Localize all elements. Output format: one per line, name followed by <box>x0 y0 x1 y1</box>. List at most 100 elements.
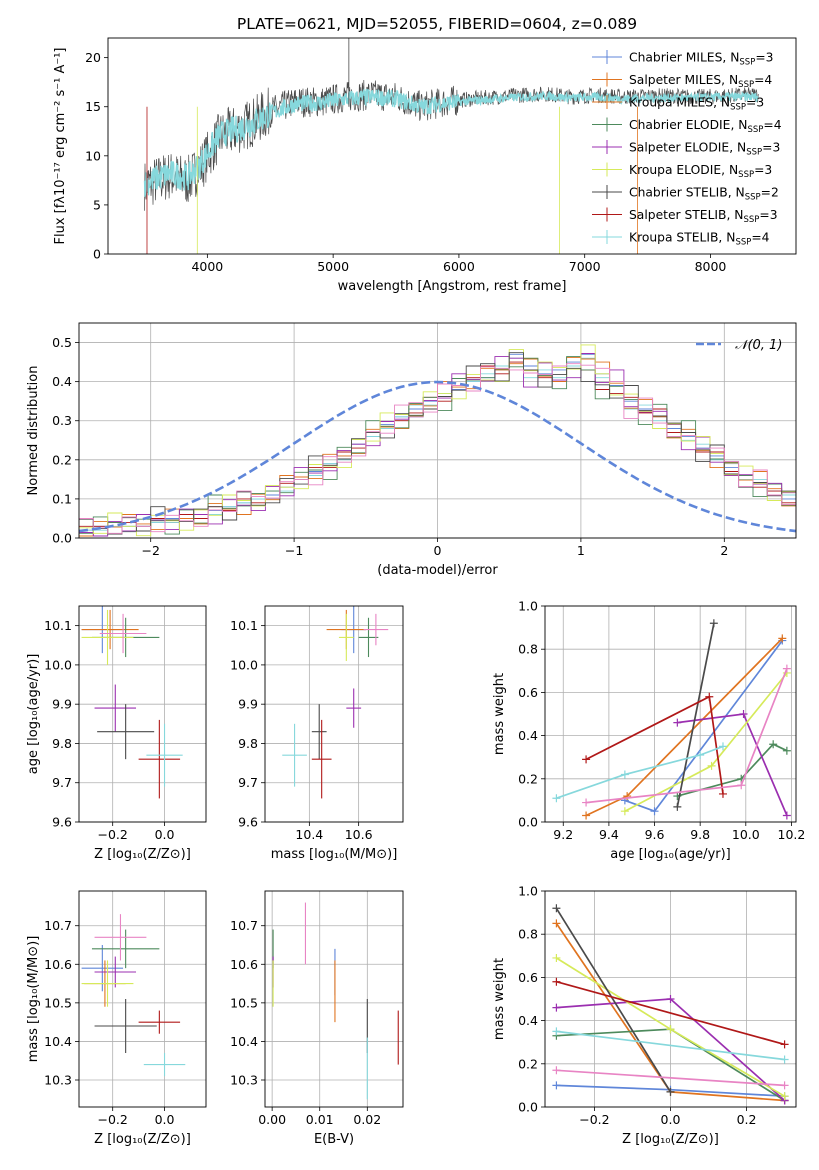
data-point-2 <box>91 929 160 969</box>
x-tick-label: 10.6 <box>345 827 373 842</box>
series-marker <box>552 977 561 986</box>
x-tick-label: 9.2 <box>553 827 573 842</box>
series-marker <box>709 619 718 628</box>
plot-frame <box>78 890 207 1108</box>
series-line-8 <box>556 1030 785 1061</box>
y-tick-label: 0.0 <box>518 1100 538 1115</box>
hist-series-8 <box>79 363 796 538</box>
mass-vs-EBV-axes: 0.00 0.01 0.02 10.3 10.4 10.5 10.6 10.7 E(B-V) <box>230 890 404 1147</box>
legend-label: Kroupa ELODIE, NSSP=3 <box>629 163 772 180</box>
y-tick-label: 0.1 <box>52 491 72 506</box>
legend-label: Chabrier MILES, NSSP=3 <box>629 51 773 68</box>
legend-label: Salpeter STELIB, NSSP=3 <box>629 208 778 225</box>
age-vs-mass-axes: 10.4 10.6 9.6 9.7 9.8 9.9 10.0 10.1 mass [log₁₀(… <box>230 605 404 862</box>
data-point-4 <box>81 609 134 665</box>
legend-label: Kroupa STELIB, NSSP=4 <box>629 231 770 248</box>
data-point-5 <box>94 999 157 1053</box>
y-tick-label: 1.0 <box>518 884 538 899</box>
x-tick-label: 2 <box>720 543 728 558</box>
series-marker <box>778 634 787 643</box>
series-line-5 <box>676 623 715 808</box>
y-axis-label: mass weight <box>492 673 507 755</box>
x-tick-label: 0.01 <box>306 1112 334 1127</box>
x-tick-label: 0 <box>434 543 442 558</box>
data-point-2 <box>358 617 379 658</box>
data-point-8 <box>146 723 183 787</box>
y-tick-label: 9.6 <box>52 815 72 830</box>
mass-weight-vs-age-axes: 9.2 9.4 9.6 9.8 10.0 10.2 0.0 0.2 0.4 0.6 0.8 1.0 ag… <box>492 599 805 863</box>
y-axis-label: age [log₁₀(age/yr)] <box>26 654 41 775</box>
y-tick-label: 10.3 <box>44 1073 72 1088</box>
x-tick-label: 0.2 <box>737 1112 757 1127</box>
y-tick-label: 9.7 <box>52 775 72 790</box>
data-point-1 <box>81 609 139 650</box>
series-marker <box>737 781 746 790</box>
series-marker <box>552 953 561 962</box>
series-marker <box>620 807 629 816</box>
x-tick-label: 4000 <box>191 259 223 274</box>
y-tick-label: 1.0 <box>518 599 538 614</box>
y-tick-label: 9.7 <box>238 775 258 790</box>
series-line-8 <box>556 745 724 800</box>
series-marker <box>673 718 682 727</box>
x-axis-label: Z [log₁₀(Z/Z⊙)] <box>622 1132 719 1147</box>
series-marker <box>552 904 561 913</box>
series-marker <box>582 755 591 764</box>
series-line-6 <box>556 980 785 1046</box>
x-tick-label: 9.4 <box>599 827 619 842</box>
x-tick-label: 9.6 <box>645 827 665 842</box>
plot-frame <box>544 890 797 1108</box>
y-tick-label: 10.6 <box>230 957 258 972</box>
figure-title: PLATE=0621, MJD=52055, FIBERID=0604, z=0… <box>237 15 637 33</box>
series-marker <box>782 811 791 820</box>
mass-weight-vs-Z-axes: −0.2 0.0 0.2 0.0 0.2 0.4 0.6 0.8 1.0 Z [log₁₀(Z/Z… <box>492 884 797 1147</box>
x-tick-label: 6000 <box>443 259 475 274</box>
series-marker <box>620 770 629 779</box>
y-tick-label: 10.1 <box>230 618 258 633</box>
x-tick-label: −1 <box>285 543 303 558</box>
y-axis-label: mass [log₁₀(M/M⊙)] <box>26 936 41 1063</box>
series-line-7 <box>556 1069 785 1087</box>
series-marker <box>780 1081 789 1090</box>
legend-label: Chabrier ELODIE, NSSP=4 <box>629 118 782 135</box>
legend-label: 𝒩(0, 1) <box>735 338 782 353</box>
data-point-8 <box>143 1053 186 1077</box>
series-line-0 <box>624 640 783 813</box>
data-point-5 <box>97 704 155 760</box>
y-tick-label: 10.3 <box>230 1073 258 1088</box>
series-marker <box>552 1027 561 1036</box>
x-tick-label: 10.2 <box>778 827 806 842</box>
series-marker <box>552 1003 561 1012</box>
y-tick-label: 10.7 <box>230 918 258 933</box>
series-marker <box>718 742 727 751</box>
data-point-4 <box>338 613 354 661</box>
spectrum-axes: 4000 5000 6000 7000 8000 0 5 10 15 20 wavelength [… <box>53 37 797 294</box>
y-tick-label: 5 <box>93 197 101 212</box>
x-axis-label: (data-model)/error <box>377 563 498 578</box>
x-tick-label: 0.00 <box>258 1112 286 1127</box>
y-tick-label: 10.0 <box>44 657 72 672</box>
series-marker <box>780 1040 789 1049</box>
data-point-6 <box>138 719 181 799</box>
y-axis-label: Normed distribution <box>26 366 41 496</box>
y-tick-label: 20 <box>85 50 101 65</box>
y-tick-label: 0.8 <box>518 642 538 657</box>
y-tick-label: 0.4 <box>518 1013 538 1028</box>
y-tick-label: 10.6 <box>44 957 72 972</box>
series-marker <box>666 1025 675 1034</box>
data-point-3 <box>346 688 362 728</box>
series-marker <box>582 798 591 807</box>
x-tick-label: 0.0 <box>155 827 175 842</box>
series-marker <box>739 710 748 718</box>
x-axis-label: Z [log₁₀(Z/Z⊙)] <box>94 1132 191 1147</box>
series-marker <box>666 995 675 1003</box>
series-marker <box>769 740 778 749</box>
series-line-2 <box>677 743 788 797</box>
x-tick-label: 0.02 <box>353 1112 381 1127</box>
series-marker <box>666 1087 675 1096</box>
x-axis-label: wavelength [Angstrom, rest frame] <box>338 279 567 294</box>
y-tick-label: 0.2 <box>518 1056 538 1071</box>
series-marker <box>673 802 682 811</box>
data-point-5 <box>311 704 327 760</box>
